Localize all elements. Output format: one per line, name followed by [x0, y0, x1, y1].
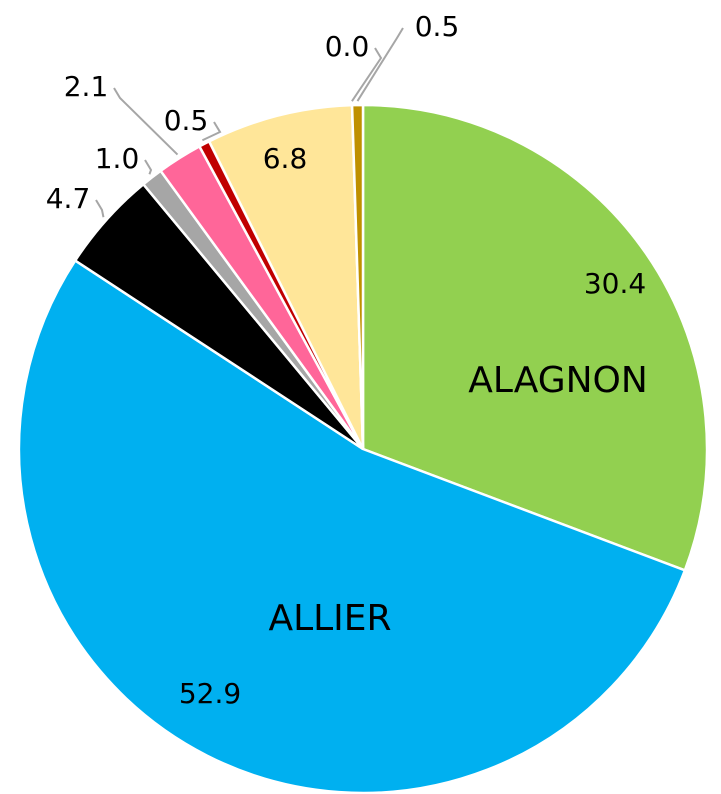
data-label: 0.5	[164, 104, 209, 137]
leader-line	[356, 27, 404, 102]
pie-slice	[17, 258, 687, 794]
data-label: 0.0	[325, 30, 370, 63]
leader-line	[144, 159, 153, 175]
pie-slice	[207, 103, 365, 450]
pie-slice	[350, 103, 365, 450]
category-label: ALAGNON	[468, 360, 648, 401]
data-label: 30.4	[584, 267, 646, 300]
leader-line	[351, 47, 383, 102]
leader-line	[113, 87, 179, 156]
category-label: ALLIER	[268, 598, 391, 639]
data-label: 6.8	[263, 142, 308, 175]
pie-slice	[361, 103, 709, 572]
leader-line	[95, 199, 105, 218]
data-label: 4.7	[46, 182, 91, 215]
data-label: 52.9	[179, 677, 241, 710]
data-label: 2.1	[64, 70, 109, 103]
leader-line	[201, 121, 222, 142]
data-label: 1.0	[95, 142, 140, 175]
data-label: 0.5	[415, 10, 460, 43]
